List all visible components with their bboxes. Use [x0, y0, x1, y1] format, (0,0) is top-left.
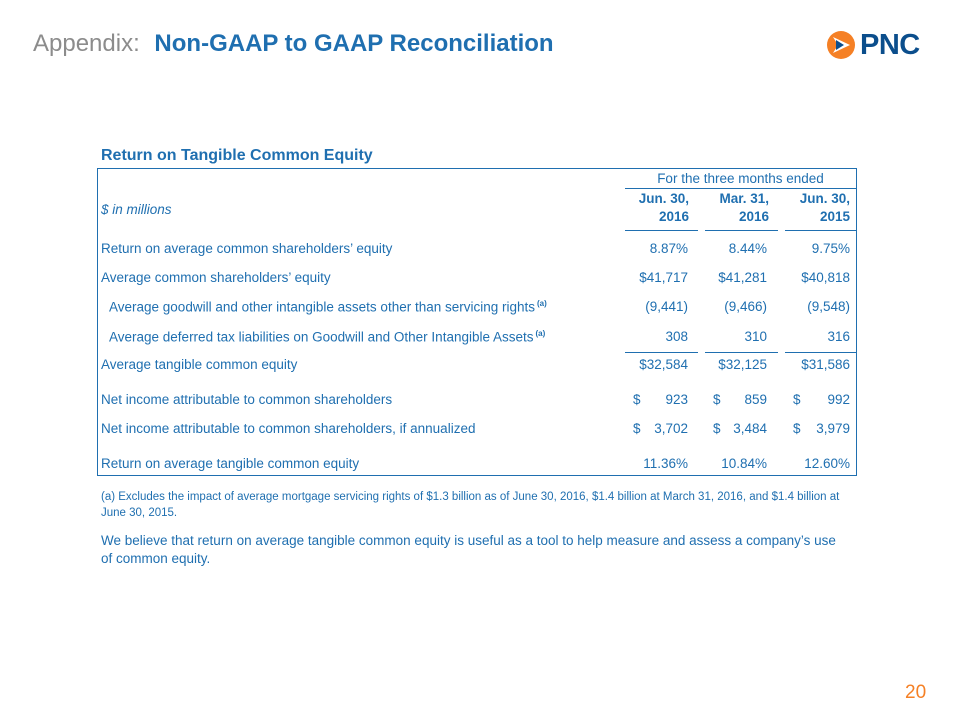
footnote: (a) Excludes the impact of average mortg…: [101, 491, 840, 519]
column-header: Jun. 30, 2016: [617, 190, 689, 226]
row-value: $32,125: [718, 357, 767, 372]
units-label: $ in millions: [101, 202, 172, 217]
row-value: 3,484: [733, 421, 767, 436]
row-value: 11.36%: [643, 456, 688, 471]
row-label: Average tangible common equity: [101, 357, 298, 372]
row-value: 8.44%: [728, 241, 767, 256]
row-label: Net income attributable to common shareh…: [101, 421, 476, 436]
table-section-title: Return on Tangible Common Equity: [101, 147, 373, 164]
logo-wordmark: PNC: [860, 29, 920, 61]
row-value: 923: [665, 392, 688, 407]
currency-symbol: $: [793, 421, 801, 436]
currency-symbol: $: [793, 392, 801, 407]
title-text: Non-GAAP to GAAP Reconciliation: [154, 30, 554, 57]
table-row: Average deferred tax liabilities on Good…: [0, 329, 960, 349]
row-value: 10.84%: [721, 456, 767, 471]
row-value: 859: [744, 392, 767, 407]
row-value: (9,441): [645, 299, 688, 314]
table-row: Average goodwill and other intangible as…: [0, 299, 960, 319]
currency-symbol: $: [633, 392, 641, 407]
slide-title: Appendix: Non-GAAP to GAAP Reconciliatio…: [33, 30, 554, 58]
footnote-marker: (a): [535, 329, 546, 338]
row-label: Average goodwill and other intangible as…: [109, 299, 547, 315]
row-value: $40,818: [801, 270, 850, 285]
row-value: (9,466): [724, 299, 767, 314]
row-value: 316: [827, 329, 850, 344]
row-value: $41,281: [718, 270, 767, 285]
table-row: Average common shareholders’ equity $41,…: [0, 270, 960, 290]
pnc-logo: PNC: [824, 28, 934, 62]
reconciliation-table: [97, 168, 857, 476]
column-header-date: Mar. 31,: [719, 191, 769, 206]
row-value: 310: [744, 329, 767, 344]
column-header-date: Jun. 30,: [638, 191, 689, 206]
page-number: 20: [905, 682, 927, 703]
subtotal-rule: [625, 352, 698, 353]
row-value: $41,717: [639, 270, 688, 285]
column-header-rule: [785, 230, 856, 231]
column-header-year: 2015: [819, 209, 850, 224]
row-value: 3,979: [816, 421, 850, 436]
subtotal-rule: [705, 352, 778, 353]
row-value: $32,584: [639, 357, 688, 372]
column-header: Jun. 30, 2015: [778, 190, 850, 226]
currency-symbol: $: [713, 421, 721, 436]
column-header-rule: [705, 230, 778, 231]
pnc-logo-icon: [827, 31, 855, 59]
table-row: Average tangible common equity $32,584 $…: [0, 357, 960, 377]
table-row: Net income attributable to common shareh…: [0, 392, 960, 412]
title-prefix: Appendix:: [33, 30, 140, 57]
currency-symbol: $: [713, 392, 721, 407]
subtotal-rule: [785, 352, 856, 353]
row-value: 308: [665, 329, 688, 344]
row-value: 3,702: [654, 421, 688, 436]
row-value: 992: [827, 392, 850, 407]
footnote-marker: (a): [537, 299, 547, 308]
row-value: (9,548): [807, 299, 850, 314]
column-header-year: 2016: [738, 209, 769, 224]
row-label: Return on average common shareholders’ e…: [101, 241, 393, 256]
explanatory-note: We believe that return on average tangib…: [101, 533, 836, 566]
row-label-text: Average goodwill and other intangible as…: [109, 299, 536, 315]
column-header-year: 2016: [658, 209, 689, 224]
row-value: 12.60%: [804, 456, 850, 471]
column-header-rule: [625, 230, 698, 231]
row-value: $31,586: [801, 357, 850, 372]
column-header: Mar. 31, 2016: [697, 190, 769, 226]
row-label: Average deferred tax liabilities on Good…: [109, 329, 545, 345]
row-label: Return on average tangible common equity: [101, 456, 360, 471]
column-header-date: Jun. 30,: [799, 191, 850, 206]
table-row: Return on average common shareholders’ e…: [0, 241, 960, 261]
row-label: Net income attributable to common shareh…: [101, 392, 393, 407]
row-label: Average common shareholders’ equity: [101, 270, 331, 285]
table-row: Return on average tangible common equity…: [0, 456, 960, 476]
currency-symbol: $: [633, 421, 641, 436]
row-value: 8.87%: [649, 241, 688, 256]
table-row: Net income attributable to common shareh…: [0, 421, 960, 441]
period-header: For the three months ended: [625, 171, 856, 189]
row-label-text: Average deferred tax liabilities on Good…: [109, 329, 534, 345]
row-value: 9.75%: [811, 241, 850, 256]
